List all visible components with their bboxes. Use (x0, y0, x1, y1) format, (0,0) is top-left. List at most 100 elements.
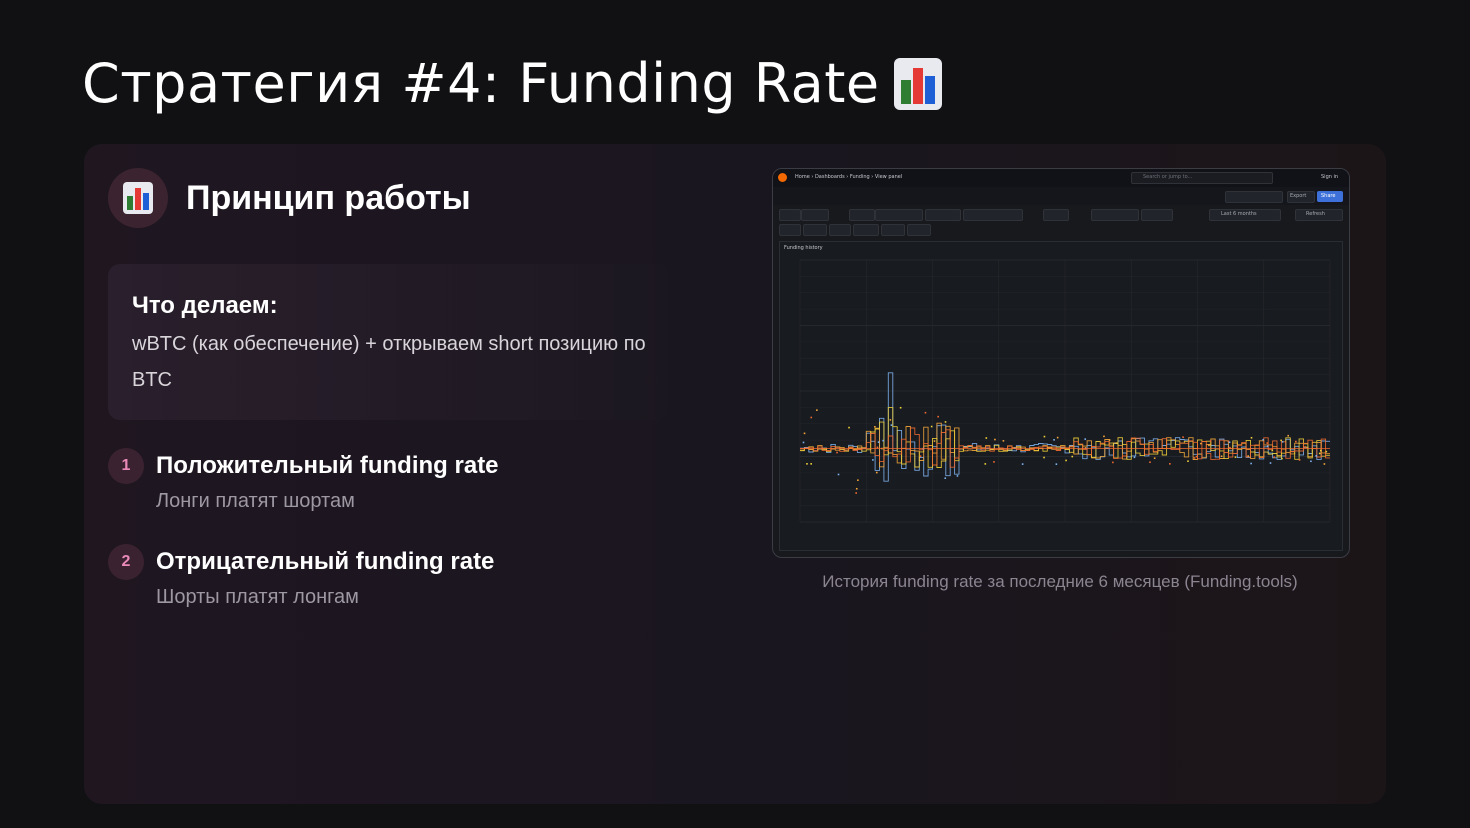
series-point (1281, 457, 1283, 460)
filter-pill[interactable] (875, 209, 923, 221)
series-point (803, 432, 806, 435)
search-placeholder: Search or jump to... (1143, 174, 1193, 180)
series-point (816, 409, 818, 411)
series-point (810, 463, 812, 465)
search-input[interactable] (1131, 172, 1273, 184)
filter-pill[interactable] (925, 209, 961, 221)
filter-pill[interactable] (963, 209, 1023, 221)
filter-pill[interactable] (801, 209, 829, 221)
slide-title: Стратегия #4: Funding Rate (82, 52, 942, 115)
series-point (956, 475, 959, 477)
series-point (1273, 456, 1275, 459)
series-point (1065, 459, 1067, 462)
series-point (837, 473, 840, 476)
export-label: Export (1290, 193, 1307, 199)
series-point (1227, 440, 1230, 443)
tag-pill[interactable] (853, 224, 879, 236)
series-point (1229, 446, 1231, 449)
time-range-picker[interactable] (1209, 209, 1281, 221)
series-point (1153, 457, 1156, 460)
item-subtitle: Лонги платят шортам (156, 490, 355, 512)
series-point (1228, 441, 1231, 444)
series-point (1319, 449, 1322, 452)
tag-pill[interactable] (907, 224, 931, 236)
series-point (1149, 461, 1151, 464)
series-line (800, 427, 1330, 468)
series-point (1055, 463, 1058, 465)
series-point (855, 487, 858, 490)
tag-pill[interactable] (803, 224, 827, 236)
series-point (985, 437, 988, 439)
series-point (810, 416, 813, 419)
item-number-badge: 1 (108, 448, 144, 484)
sign-in-link[interactable]: Sign in (1321, 174, 1339, 180)
series-point (857, 479, 859, 482)
series-point (1269, 462, 1272, 464)
series-point (1247, 455, 1249, 457)
list-item: 1 Положительный funding rate Лонги платя… (108, 448, 499, 513)
series-point (1103, 435, 1105, 438)
series-point (944, 421, 947, 423)
series-point (806, 463, 808, 465)
back-to-dashboard-button[interactable] (1225, 191, 1283, 203)
series-point (1250, 436, 1253, 439)
series-point (1250, 462, 1252, 465)
series-point (1071, 455, 1074, 458)
item-title: Отрицательный funding rate (156, 548, 495, 575)
slide-title-text: Стратегия #4: Funding Rate (82, 52, 880, 115)
export-button[interactable] (1287, 191, 1315, 203)
tag-pill[interactable] (829, 224, 851, 236)
series-point (1323, 463, 1326, 465)
funding-history-panel: Funding history (779, 241, 1343, 551)
series-point (1200, 442, 1202, 445)
series-point (875, 471, 878, 474)
series-point (1266, 442, 1269, 444)
list-item: 2 Отрицательный funding rate Шорты платя… (108, 544, 495, 609)
tag-pill[interactable] (779, 224, 801, 236)
series-point (1220, 455, 1223, 458)
series-point (1195, 455, 1198, 458)
principle-title: Принцип работы (186, 178, 471, 217)
series-point (1234, 456, 1237, 458)
item-title: Положительный funding rate (156, 452, 499, 479)
series-point (933, 440, 936, 442)
filter-pill[interactable] (1141, 209, 1173, 221)
refresh-button[interactable] (1295, 209, 1343, 221)
filter-pill[interactable] (849, 209, 875, 221)
series-point (876, 446, 879, 449)
series-point (836, 451, 838, 454)
breadcrumb: Home › Dashboards › Funding › View panel (795, 174, 903, 180)
series-point (848, 426, 850, 429)
series-point (872, 459, 874, 461)
bar-chart-icon (123, 182, 153, 214)
filter-pill[interactable] (779, 209, 801, 221)
series-point (1281, 441, 1284, 443)
series-point (1056, 436, 1059, 439)
share-button[interactable] (1317, 191, 1343, 202)
share-label: Share (1321, 193, 1336, 199)
series-point (1187, 460, 1189, 462)
series-point (1021, 463, 1024, 465)
series-line (800, 372, 1330, 482)
series-point (993, 461, 995, 463)
principle-icon-circle (108, 168, 168, 228)
series-point (1318, 452, 1321, 455)
series-point (919, 455, 922, 457)
filter-pill[interactable] (1091, 209, 1139, 221)
series-point (994, 438, 996, 441)
series-point (937, 415, 939, 418)
funding-history-screenshot: Home › Dashboards › Funding › View panel… (772, 168, 1350, 558)
item-subtitle: Шорты платят лонгам (156, 586, 359, 608)
filter-pill[interactable] (1043, 209, 1069, 221)
series-point (1209, 440, 1212, 442)
series-point (889, 419, 892, 421)
series-point (1115, 442, 1118, 444)
principle-header: Принцип работы (108, 168, 471, 228)
series-point (1208, 444, 1210, 447)
series-point (855, 492, 857, 494)
series-point (1266, 445, 1269, 448)
funding-history-plot (799, 259, 1331, 523)
series-point (802, 441, 805, 444)
tag-pill[interactable] (881, 224, 905, 236)
series-point (1280, 439, 1282, 442)
